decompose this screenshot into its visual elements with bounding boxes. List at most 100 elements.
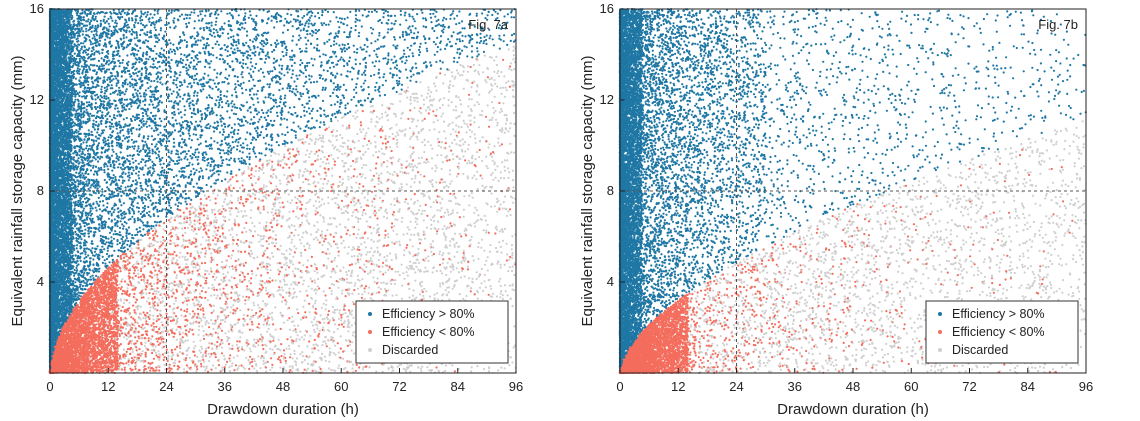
scatter-point [374,85,377,89]
scatter-point [246,314,249,317]
scatter-point [210,24,213,27]
scatter-point [72,104,76,107]
scatter-point [400,117,403,120]
scatter-point [279,361,282,364]
scatter-point [351,248,354,251]
scatter-point [323,340,326,343]
scatter-point [158,39,161,42]
scatter-point [499,296,502,299]
scatter-point [143,344,146,348]
scatter-point [210,342,213,345]
scatter-point [398,208,401,211]
scatter-point [159,53,162,56]
scatter-point [332,235,335,238]
scatter-point [275,141,278,144]
scatter-point [407,27,410,30]
scatter-point [157,215,160,218]
scatter-point [358,19,361,22]
scatter-point [172,137,175,141]
scatter-point [498,230,501,233]
scatter-point [183,17,186,20]
scatter-point [172,21,175,24]
scatter-point [403,14,406,17]
scatter-point [185,263,188,266]
scatter-point [369,169,372,172]
scatter-point [260,131,263,134]
scatter-point [390,282,393,286]
scatter-point [442,215,445,218]
scatter-point [236,307,239,310]
scatter-point [163,133,166,136]
scatter-point [325,345,328,348]
scatter-point [507,130,510,133]
scatter-point [405,266,408,269]
scatter-point [326,158,329,161]
scatter-point [167,149,170,152]
scatter-point [411,67,414,70]
scatter-point [243,170,246,173]
scatter-point [255,93,258,96]
scatter-point [485,155,488,158]
scatter-point [229,184,232,187]
scatter-point [174,61,177,64]
scatter-point [225,188,228,191]
scatter-point [498,34,501,37]
scatter-point [355,363,358,366]
scatter-point [413,181,416,184]
scatter-point [337,367,340,370]
scatter-point [486,104,489,107]
scatter-point [135,67,138,70]
scatter-point [216,317,219,320]
scatter-point [77,194,81,197]
scatter-point [350,275,353,278]
scatter-point [301,138,304,141]
scatter-point [279,58,282,61]
scatter-point [163,356,166,359]
scatter-point [491,172,494,175]
scatter-point [448,244,451,247]
scatter-point [155,230,158,233]
scatter-point [312,204,315,207]
scatter-point [417,252,420,255]
scatter-point [114,224,117,227]
scatter-point [512,201,515,204]
scatter-point [232,312,235,315]
scatter-point [416,138,419,141]
scatter-point [323,22,326,25]
scatter-point [200,169,203,172]
scatter-point [152,243,155,247]
scatter-point [152,292,155,295]
scatter-point [271,348,274,351]
scatter-point [98,98,102,101]
scatter-point [288,87,291,90]
scatter-point [374,89,377,92]
scatter-point [91,217,94,220]
scatter-point [366,193,369,196]
scatter-point [283,173,286,177]
scatter-point [423,270,426,273]
scatter-point [378,94,381,97]
scatter-point [147,315,150,319]
scatter-point [269,182,273,185]
scatter-point [503,177,506,180]
scatter-point [240,250,243,253]
scatter-point [242,124,245,127]
scatter-point [430,91,433,94]
scatter-point [154,248,157,251]
scatter-point [421,365,424,368]
scatter-point [223,219,226,222]
scatter-point [98,66,101,69]
scatter-point [87,83,90,86]
scatter-point [327,162,330,165]
scatter-point [287,157,290,160]
scatter-point [412,55,415,58]
scatter-point [503,284,507,287]
scatter-point [183,368,186,371]
scatter-point [249,195,252,198]
scatter-point [364,61,368,64]
scatter-point [127,363,130,366]
scatter-point [349,10,352,13]
scatter-point [173,129,177,132]
scatter-point [433,297,436,300]
